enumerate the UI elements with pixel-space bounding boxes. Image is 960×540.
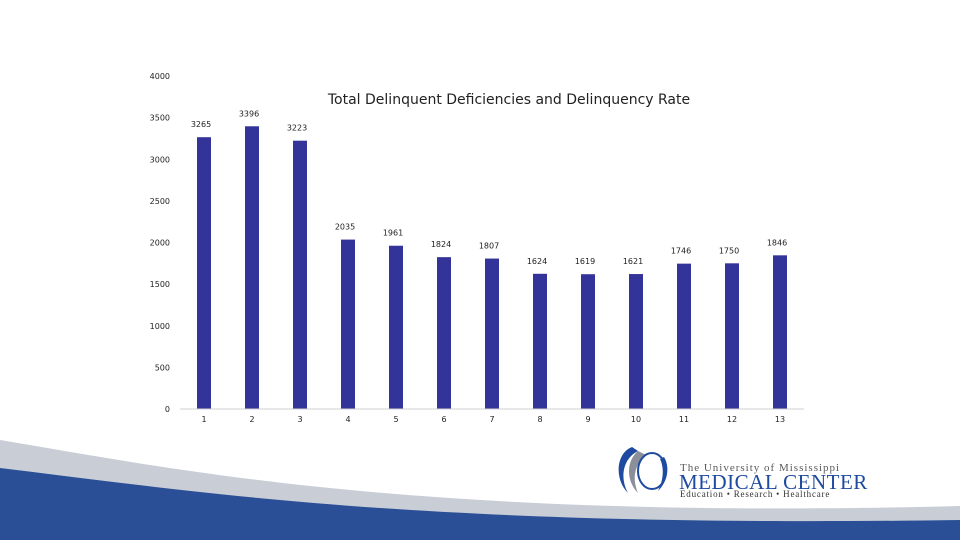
footer-swoosh-dark	[0, 468, 960, 540]
bar	[437, 257, 451, 409]
bar-value-label: 1807	[479, 242, 499, 251]
bar-value-label: 1846	[767, 238, 787, 247]
bar	[245, 126, 259, 410]
bar	[197, 137, 211, 409]
bar-value-label: 1750	[719, 246, 739, 255]
bar	[533, 273, 547, 409]
x-tick-label: 11	[679, 415, 689, 424]
bar-value-label: 1619	[575, 257, 595, 266]
x-tick-label: 6	[441, 415, 446, 424]
y-tick-label: 0	[165, 405, 170, 414]
y-tick-label: 3000	[150, 155, 170, 164]
bar	[485, 258, 499, 409]
bar-value-label: 3265	[191, 120, 211, 129]
x-tick-label: 1	[201, 415, 206, 424]
logo-tagline: Education • Research • Healthcare	[680, 489, 831, 499]
bar	[341, 239, 355, 409]
x-tick-label: 5	[393, 415, 398, 424]
x-tick-label: 2	[249, 415, 254, 424]
y-tick-label: 4000	[150, 72, 170, 81]
x-tick-label: 10	[631, 415, 641, 424]
bar-value-label: 1624	[527, 257, 547, 266]
bar	[581, 274, 595, 409]
bar-value-label: 1621	[623, 257, 643, 266]
x-tick-label: 8	[537, 415, 542, 424]
y-tick-label: 500	[155, 363, 170, 372]
bar	[725, 263, 739, 409]
bar	[629, 274, 643, 409]
bar	[677, 263, 691, 409]
bar-value-label: 1961	[383, 229, 403, 238]
x-tick-label: 9	[585, 415, 590, 424]
y-tick-label: 3500	[150, 114, 170, 123]
x-tick-label: 3	[297, 415, 302, 424]
bar-value-label: 1746	[671, 247, 691, 256]
bar	[389, 245, 403, 409]
bar-value-label: 2035	[335, 223, 355, 232]
x-tick-label: 12	[727, 415, 737, 424]
umc-logo: The University of Mississippi MEDICAL CE…	[612, 443, 912, 503]
x-axis-ticks: 1 2 3 4 5 6 7 8 9 10 11 12 13	[201, 415, 785, 424]
x-tick-label: 7	[489, 415, 494, 424]
y-tick-label: 1000	[150, 322, 170, 331]
bar	[293, 140, 307, 410]
bar-value-label: 3223	[287, 124, 307, 133]
bar-value-label: 3396	[239, 109, 259, 118]
logo-medical-center: MEDICAL CENTER	[679, 470, 868, 494]
x-tick-label: 4	[345, 415, 350, 424]
bar	[773, 255, 787, 409]
chart-title: Total Delinquent Deficiencies and Delinq…	[327, 92, 690, 108]
x-tick-label: 13	[775, 415, 785, 424]
bars: 3265 3396 3223 2035 1961 1824 1807 1624 1619 1621…	[191, 109, 787, 410]
bar-value-label: 1824	[431, 240, 451, 249]
y-tick-label: 1500	[150, 280, 170, 289]
logo-university-name: The University of Mississippi	[680, 462, 841, 474]
y-axis-ticks: 0 500 1000 1500 2000 2500 3000 3500 4000	[150, 72, 170, 414]
logo-emblem-icon	[618, 447, 668, 493]
y-tick-label: 2000	[150, 239, 170, 248]
y-tick-label: 2500	[150, 197, 170, 206]
